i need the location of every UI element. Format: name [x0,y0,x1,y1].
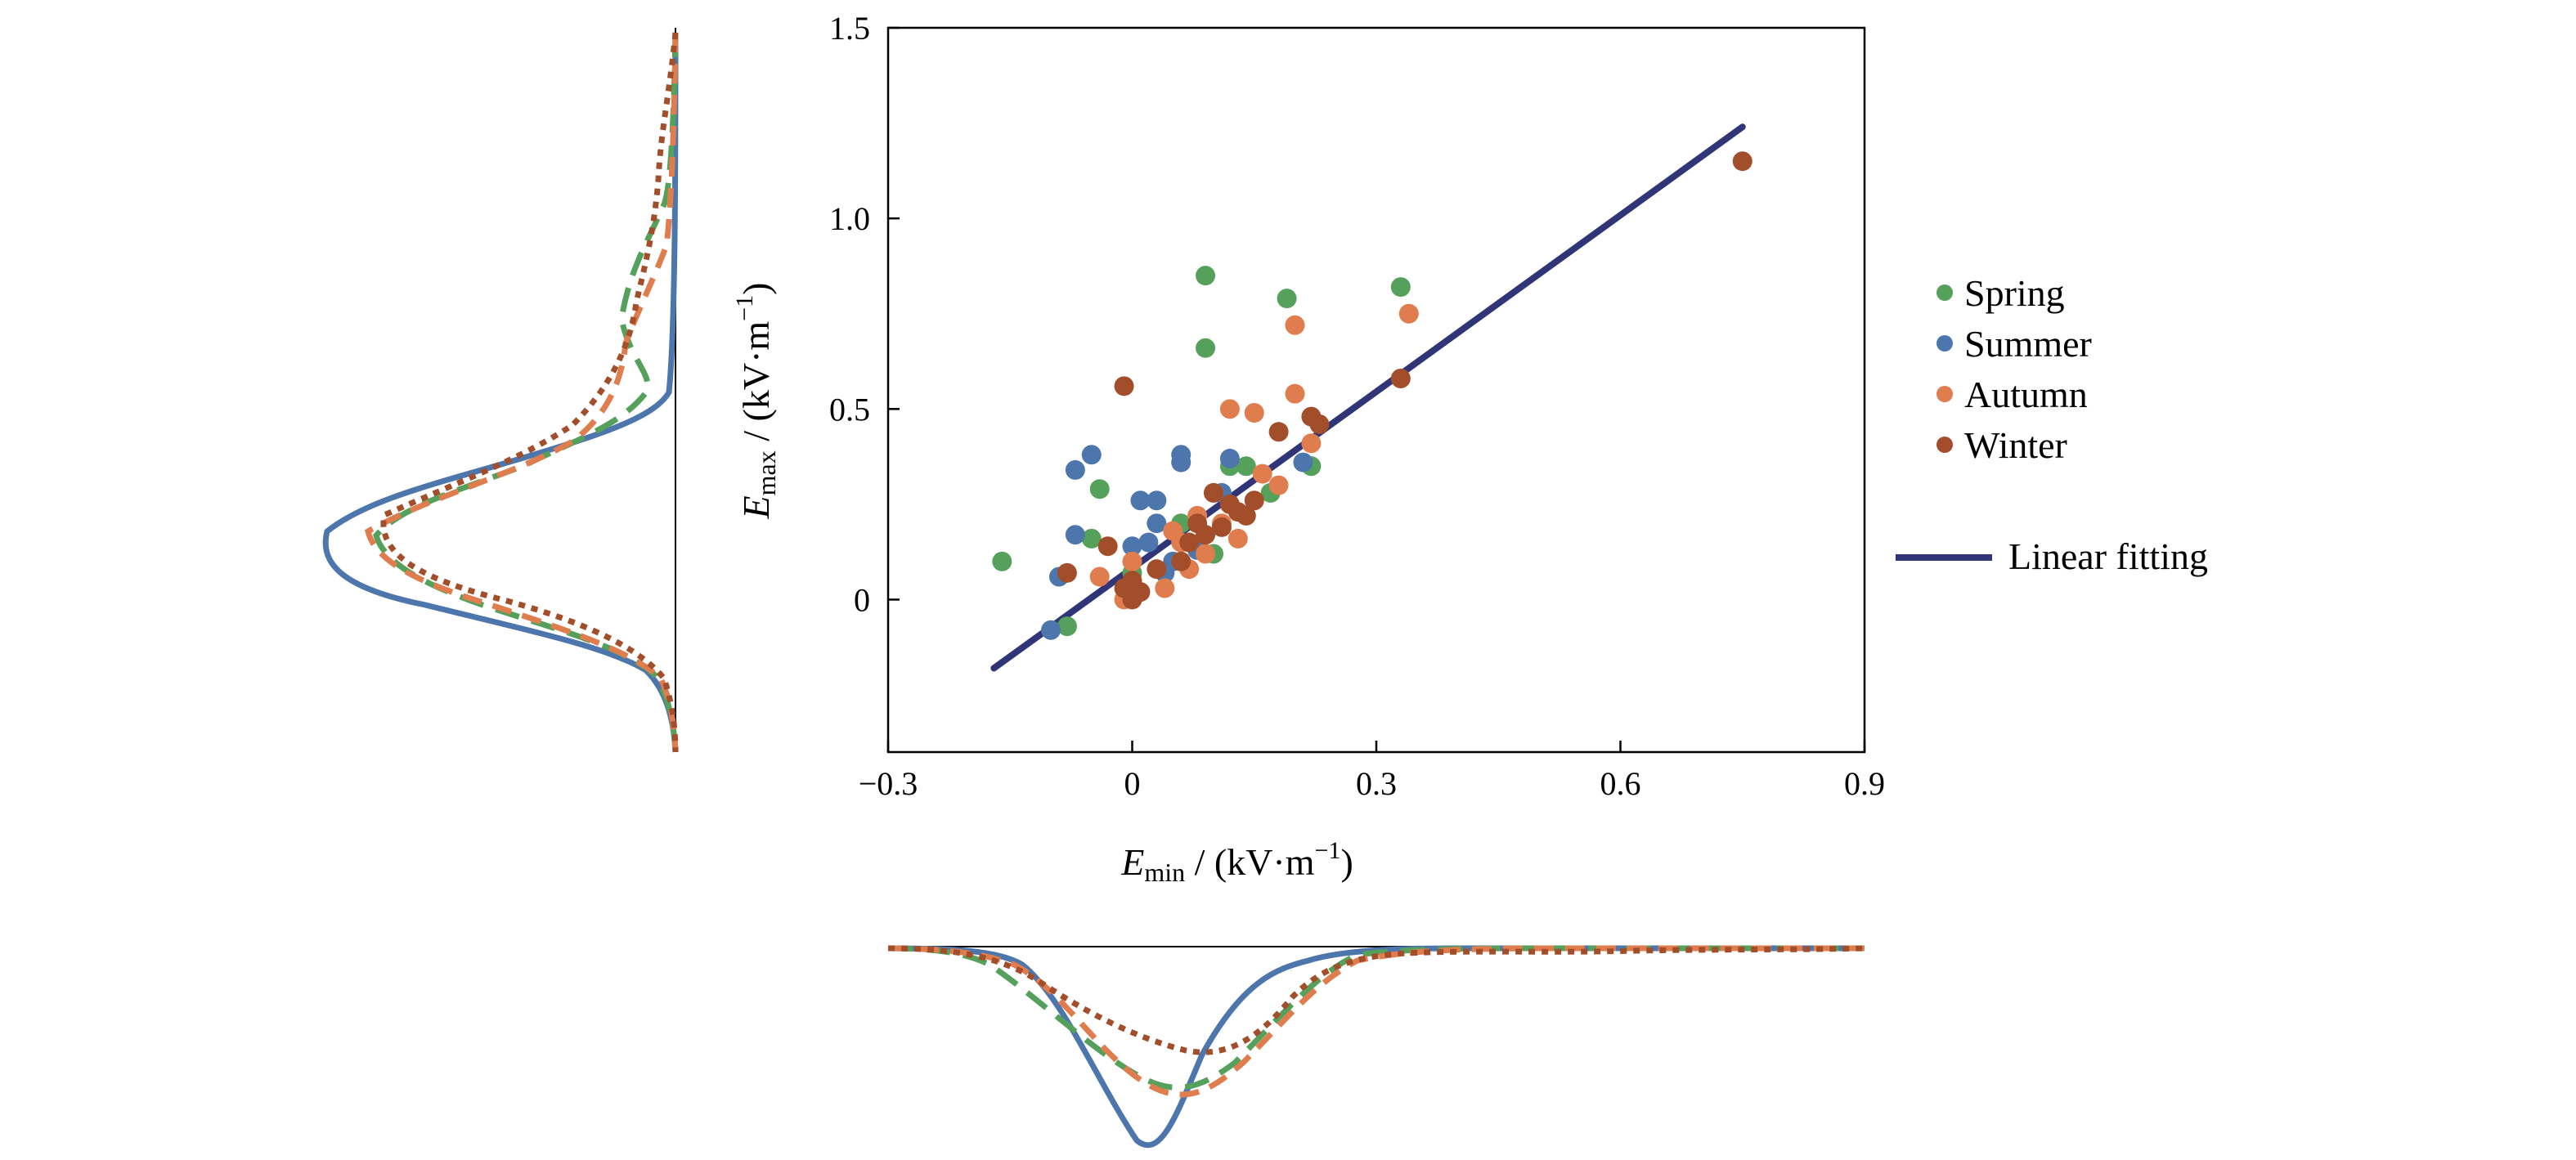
data-point-autumn [1122,551,1142,571]
x-tick-label: −0.3 [859,765,918,802]
bottom-marginal-curve-winter [887,945,1865,1055]
data-point-winter [1309,414,1330,434]
x-axis-ticks: −0.3 0 0.3 0.6 0.9 [859,741,1885,802]
x-tick-label: 0.3 [1356,765,1397,802]
legend-label-winter: Winter [1964,424,2067,466]
data-point-autumn [1398,303,1419,324]
data-point-summer [1081,445,1102,465]
main-plot: −0.3 0 0.3 0.6 0.9 0 0.5 1.0 1.5 [829,10,1885,802]
y-tick-label: 1.5 [829,10,870,47]
data-point-spring [1277,289,1297,309]
data-point-spring [1196,338,1216,358]
bottom-marginal-curve-autumn [887,945,1865,1098]
x-tick-label: 0.6 [1600,765,1641,802]
data-point-winter [1147,559,1167,580]
data-point-winter [1171,551,1192,571]
legend-marker-winter [1936,437,1953,453]
data-point-winter [1390,369,1411,389]
data-point-autumn [1219,399,1240,419]
data-point-autumn [1155,578,1175,598]
data-point-autumn [1196,544,1216,564]
data-point-winter [1211,517,1232,537]
data-point-autumn [1268,475,1289,495]
left-marginal-curve-summer [322,32,679,753]
y-tick-label: 1.0 [829,200,870,237]
bottom-marginal-curve-spring [887,945,1865,1091]
data-point-summer [1130,490,1151,511]
data-point-winter [1236,505,1256,526]
data-point-autumn [1285,383,1305,404]
bottom-marginal-distribution [887,945,1865,1149]
data-point-spring [1081,528,1102,549]
data-point-summer [1293,452,1313,473]
data-point-winter [1114,578,1134,598]
data-point-summer [1065,459,1085,480]
legend: Spring Summer Autumn Winter Linear fitting [1896,272,2208,577]
legend-marker-summer [1936,335,1953,352]
data-point-summer [1122,536,1142,557]
data-point-spring [1089,479,1110,499]
data-point-winter [1179,532,1200,553]
points-layer [992,151,1752,640]
x-tick-label: 0.9 [1844,765,1885,802]
legend-marker-autumn [1936,386,1953,402]
data-point-winter [1219,494,1240,514]
data-point-winter [1057,562,1077,583]
data-point-winter [1204,482,1223,503]
data-point-summer [1138,532,1159,553]
data-point-autumn [1244,402,1264,423]
data-point-winter [1732,151,1752,172]
legend-label-spring: Spring [1964,272,2065,314]
left-marginal-curve-autumn [364,32,679,753]
y-tick-label: 0.5 [829,391,870,428]
data-point-autumn [1252,464,1272,484]
data-point-spring [1236,456,1256,477]
data-point-summer [1065,525,1085,545]
y-axis-ticks: 0 0.5 1.0 1.5 [829,10,900,618]
x-axis-title: Emin / (kV·m−1) [1120,837,1353,887]
left-marginal-curve-winter [380,32,679,753]
data-point-winter [1097,536,1118,557]
data-point-spring [1390,277,1411,298]
fit-layer [990,123,1746,672]
data-point-winter [1114,376,1134,396]
legend-label-linear-fitting: Linear fitting [2008,535,2208,577]
data-point-summer [1171,452,1192,473]
data-point-autumn [1301,433,1322,454]
data-point-autumn [1227,528,1248,549]
left-marginal-distribution [322,28,679,753]
y-axis-title: Emax / (kV·m−1) [731,283,781,520]
data-point-spring [1196,266,1216,286]
left-marginal-curve-spring [373,32,679,753]
data-point-winter [1187,513,1208,534]
data-point-winter [1244,490,1264,511]
data-point-spring [1057,616,1077,637]
data-point-summer [1147,490,1167,511]
data-point-summer [1219,448,1240,468]
linear-fit-line [990,123,1746,672]
data-point-spring [992,551,1012,571]
legend-marker-spring [1936,284,1953,301]
data-point-summer [1041,620,1061,640]
data-point-autumn [1285,315,1305,335]
legend-label-summer: Summer [1964,323,2092,365]
x-tick-label: 0 [1124,765,1141,802]
y-tick-label: 0 [854,581,870,618]
data-point-autumn [1089,567,1110,587]
bottom-marginal-curve-summer [887,945,1865,1149]
data-point-summer [1147,513,1167,534]
data-point-winter [1268,422,1289,442]
legend-label-autumn: Autumn [1964,374,2088,415]
